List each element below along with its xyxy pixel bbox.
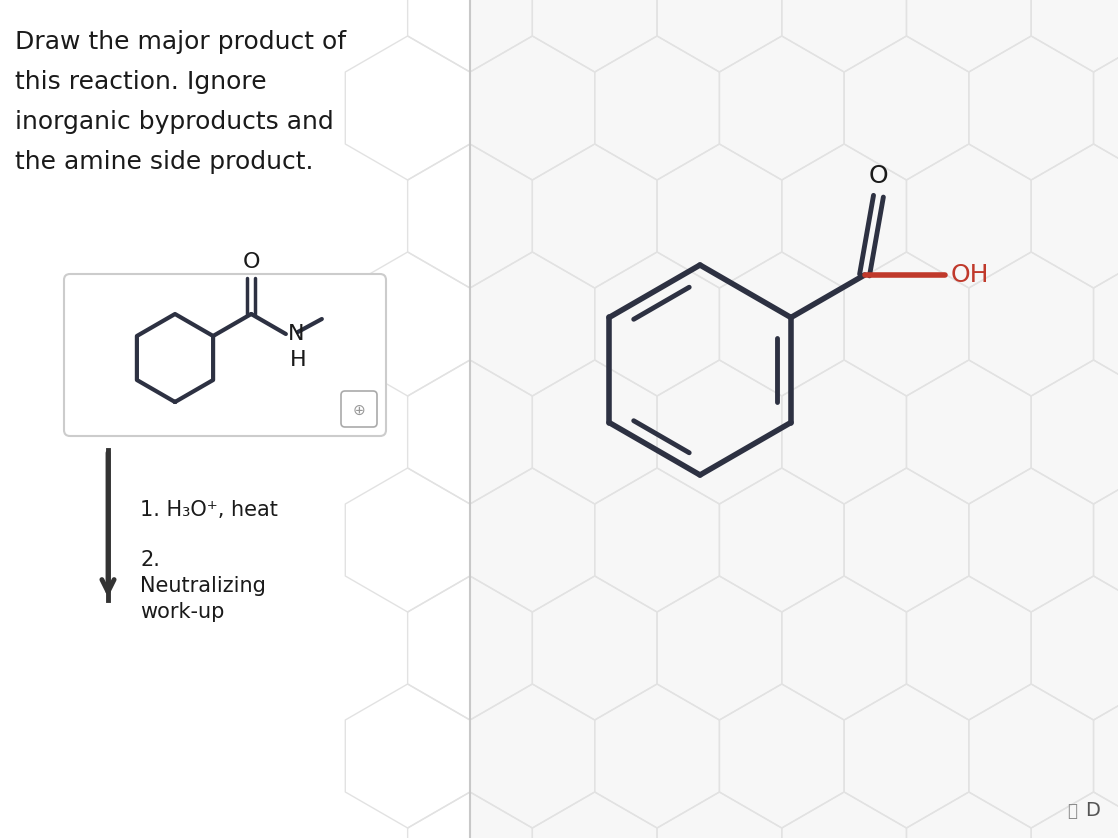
Text: Draw the major product of: Draw the major product of bbox=[15, 30, 347, 54]
Text: O: O bbox=[869, 164, 888, 189]
Text: inorganic byproducts and: inorganic byproducts and bbox=[15, 110, 334, 134]
Text: H: H bbox=[290, 350, 306, 370]
Text: 2.: 2. bbox=[140, 550, 160, 570]
Text: OH: OH bbox=[950, 263, 989, 287]
Text: 1. H₃O⁺, heat: 1. H₃O⁺, heat bbox=[140, 500, 278, 520]
Bar bbox=[0, 0, 470, 838]
Text: N: N bbox=[287, 324, 304, 344]
FancyBboxPatch shape bbox=[64, 274, 386, 436]
Text: the amine side product.: the amine side product. bbox=[15, 150, 313, 174]
Text: 🤚: 🤚 bbox=[1067, 802, 1077, 820]
Text: work-up: work-up bbox=[140, 602, 225, 622]
Text: Neutralizing: Neutralizing bbox=[140, 576, 266, 596]
Text: ⊕: ⊕ bbox=[352, 402, 366, 417]
FancyBboxPatch shape bbox=[341, 391, 377, 427]
Text: D: D bbox=[1086, 801, 1100, 820]
Text: O: O bbox=[243, 252, 260, 272]
Text: this reaction. Ignore: this reaction. Ignore bbox=[15, 70, 266, 94]
Bar bbox=[470, 0, 1118, 838]
